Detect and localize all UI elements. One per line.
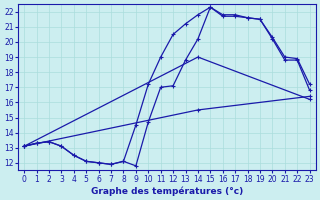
X-axis label: Graphe des températures (°c): Graphe des températures (°c) <box>91 186 243 196</box>
